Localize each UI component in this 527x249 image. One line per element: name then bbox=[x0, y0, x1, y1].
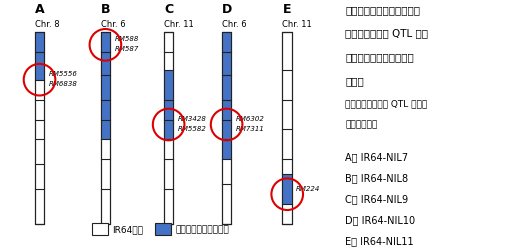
Bar bbox=[164, 32, 173, 224]
Bar bbox=[35, 32, 44, 224]
Text: RM3428: RM3428 bbox=[178, 116, 207, 122]
Text: B: B bbox=[101, 3, 110, 16]
Text: 出穂性に関する QTL の座: 出穂性に関する QTL の座 bbox=[345, 29, 428, 39]
Text: 図１　準同質遥伝子系統の: 図１ 準同質遥伝子系統の bbox=[345, 5, 420, 15]
Bar bbox=[92, 223, 108, 235]
Text: A： IR64-NIL7: A： IR64-NIL7 bbox=[345, 152, 408, 162]
Bar bbox=[222, 32, 231, 159]
Bar bbox=[35, 32, 44, 224]
Bar bbox=[282, 32, 292, 224]
Text: 乗する染色体のグラフ遥: 乗する染色体のグラフ遥 bbox=[345, 52, 414, 62]
Text: Chr. 11: Chr. 11 bbox=[282, 20, 312, 29]
Text: 領域を示す。: 領域を示す。 bbox=[345, 121, 377, 130]
Bar bbox=[282, 32, 292, 224]
Text: E: E bbox=[283, 3, 291, 16]
Text: RM7311: RM7311 bbox=[236, 126, 265, 132]
Bar bbox=[101, 32, 110, 224]
Bar bbox=[35, 32, 44, 80]
Bar bbox=[101, 32, 110, 139]
Bar bbox=[164, 32, 173, 224]
Text: IR64由来: IR64由来 bbox=[112, 225, 143, 234]
Text: Chr. 11: Chr. 11 bbox=[164, 20, 193, 29]
Text: D： IR64-NIL10: D： IR64-NIL10 bbox=[345, 215, 415, 225]
Text: RM588: RM588 bbox=[114, 36, 139, 42]
Text: 伝子型: 伝子型 bbox=[345, 76, 364, 86]
Text: D: D bbox=[221, 3, 232, 16]
Bar bbox=[155, 223, 171, 235]
Text: 染色体上の丸印は QTL の座乗: 染色体上の丸印は QTL の座乗 bbox=[345, 100, 427, 109]
Bar bbox=[282, 174, 292, 204]
Bar bbox=[222, 32, 231, 224]
Text: RM5556: RM5556 bbox=[48, 71, 77, 77]
Text: Chr. 8: Chr. 8 bbox=[35, 20, 60, 29]
Text: B： IR64-NIL8: B： IR64-NIL8 bbox=[345, 173, 408, 183]
Text: 遅伝子供与親品種由来: 遅伝子供与親品種由来 bbox=[175, 225, 229, 234]
Text: RM5582: RM5582 bbox=[178, 126, 207, 132]
Text: RM6838: RM6838 bbox=[48, 81, 77, 87]
Text: RM587: RM587 bbox=[114, 46, 139, 52]
Text: C: C bbox=[164, 3, 173, 16]
Text: E： IR64-NIL11: E： IR64-NIL11 bbox=[345, 237, 414, 247]
Text: RM224: RM224 bbox=[296, 186, 320, 192]
Bar bbox=[164, 70, 173, 139]
Text: Chr. 6: Chr. 6 bbox=[222, 20, 247, 29]
Text: RM6302: RM6302 bbox=[236, 116, 265, 122]
Text: A: A bbox=[35, 3, 44, 16]
Text: Chr. 6: Chr. 6 bbox=[101, 20, 125, 29]
Bar bbox=[101, 32, 110, 224]
Text: C： IR64-NIL9: C： IR64-NIL9 bbox=[345, 194, 408, 204]
Bar bbox=[222, 32, 231, 224]
